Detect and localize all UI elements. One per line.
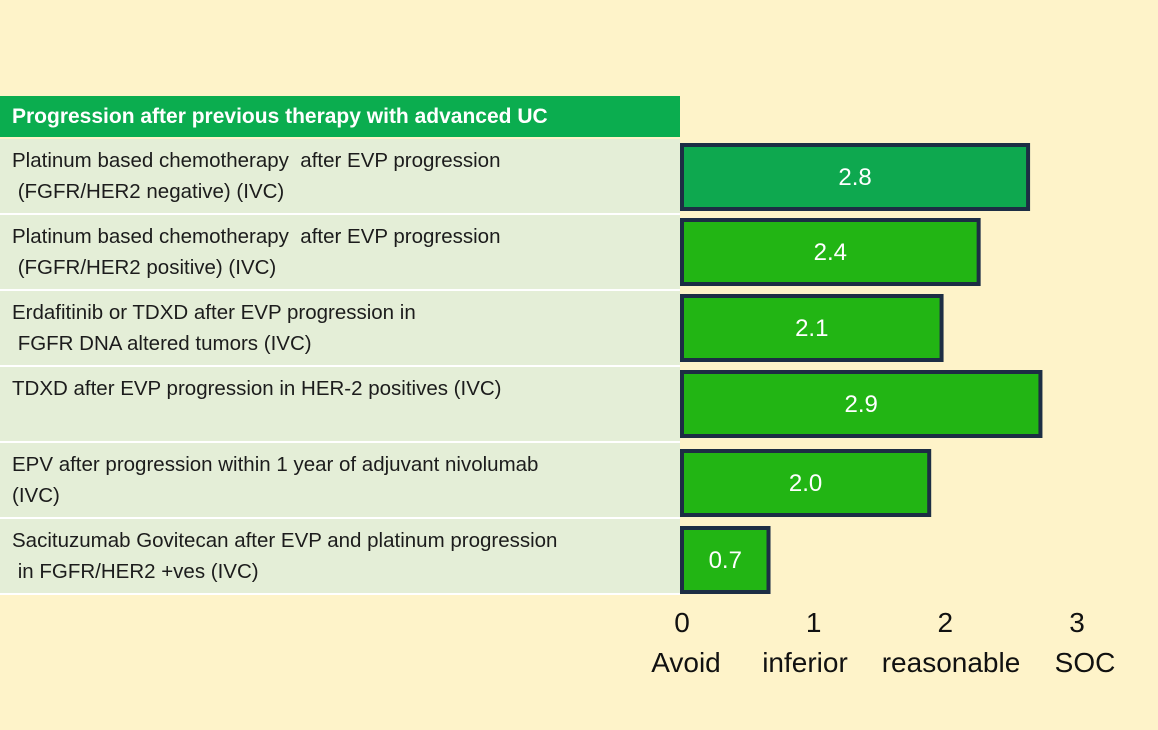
bar-value-label: 2.0 [789, 470, 822, 497]
category-row: Erdafitinib or TDXD after EVP progressio… [0, 291, 680, 367]
category-row: Platinum based chemotherapy after EVP pr… [0, 139, 680, 215]
bar-value-label: 2.1 [795, 315, 828, 342]
category-row: Platinum based chemotherapy after EVP pr… [0, 215, 680, 291]
bar [680, 218, 981, 286]
x-tick-label: 3 [1069, 607, 1085, 638]
category-label-line1: Erdafitinib or TDXD after EVP progressio… [12, 301, 416, 324]
x-tick-label: 1 [806, 607, 822, 638]
category-label-line1: EPV after progression within 1 year of a… [12, 453, 539, 476]
category-label-line1: TDXD after EVP progression in HER-2 posi… [12, 377, 502, 400]
category-label-line2: (FGFR/HER2 positive) (IVC) [12, 256, 277, 279]
category-label-line1: Sacituzumab Govitecan after EVP and plat… [12, 529, 558, 552]
x-tick-label: 2 [938, 607, 954, 638]
category-label-line1: Platinum based chemotherapy after EVP pr… [12, 149, 501, 172]
x-tick-category-label: Avoid [651, 647, 721, 678]
bar [680, 449, 932, 517]
category-label-line2: FGFR DNA altered tumors (IVC) [12, 332, 312, 355]
bar-value-label: 0.7 [709, 547, 742, 574]
bar-value-label: 2.9 [845, 391, 878, 418]
table-header: Progression after previous therapy with … [0, 96, 680, 137]
x-tick-label: 0 [674, 607, 690, 638]
category-row: TDXD after EVP progression in HER-2 posi… [0, 367, 680, 443]
bar [680, 370, 1043, 438]
x-tick-category-label: reasonable [882, 647, 1021, 678]
category-label-line1: Platinum based chemotherapy after EVP pr… [12, 225, 501, 248]
category-row: Sacituzumab Govitecan after EVP and plat… [0, 519, 680, 595]
category-row: EPV after progression within 1 year of a… [0, 443, 680, 519]
bar [680, 526, 771, 594]
x-tick-category-label: inferior [762, 647, 848, 678]
bar [680, 294, 944, 362]
category-label-line2: in FGFR/HER2 +ves (IVC) [12, 560, 259, 583]
x-tick-category-label: SOC [1055, 647, 1116, 678]
category-label-line2: (FGFR/HER2 negative) (IVC) [12, 180, 285, 203]
bar-value-label: 2.8 [838, 164, 871, 191]
bar [680, 143, 1031, 211]
category-label-line2: (IVC) [12, 484, 60, 507]
bar-value-label: 2.4 [814, 239, 847, 266]
